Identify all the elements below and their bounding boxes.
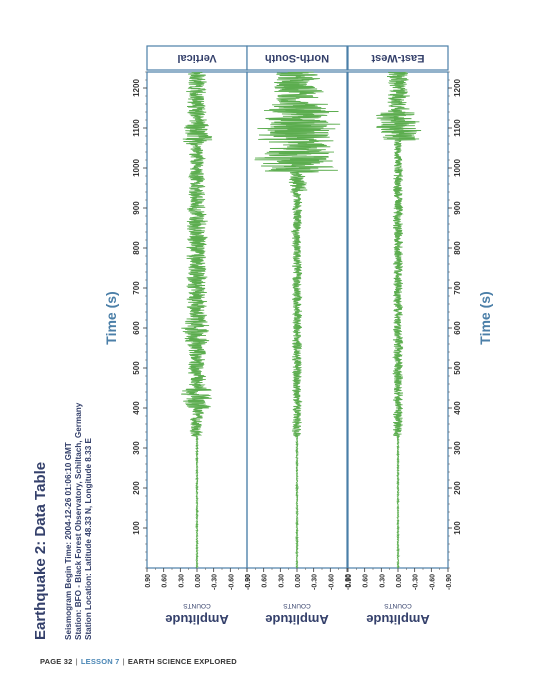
time-tick-label-right: 300 — [453, 441, 462, 455]
amplitude-unit-label: COUNTS — [183, 602, 211, 609]
time-tick-label-left: 100 — [132, 521, 141, 535]
amplitude-tick-label: -0.60 — [228, 574, 235, 590]
amplitude-tick-label: 0.30 — [178, 574, 185, 588]
amplitude-tick-label: 0.60 — [262, 574, 269, 588]
time-tick-label-left: 600 — [132, 321, 141, 335]
panel-header — [347, 45, 449, 71]
time-tick-label-right: 100 — [453, 521, 462, 535]
amplitude-tick-label: -0.60 — [328, 574, 335, 590]
time-tick-label-right: 800 — [453, 241, 462, 255]
time-tick-label-right: 1200 — [453, 79, 462, 97]
time-axis-label-left: Time (s) — [103, 291, 119, 344]
time-tick-label-right: 500 — [453, 361, 462, 375]
time-tick-label-left: 500 — [132, 361, 141, 375]
amplitude-unit-label: COUNTS — [283, 602, 311, 609]
amplitude-tick-label: -0.30 — [312, 574, 319, 590]
amplitude-tick-label: 0.90 — [346, 574, 353, 588]
time-tick-label-left: 300 — [132, 441, 141, 455]
amplitude-unit-label: COUNTS — [384, 602, 412, 609]
footer-book-title: EARTH SCIENCE EXPLORED — [127, 657, 237, 666]
amplitude-tick-label: 0.30 — [278, 574, 285, 588]
amplitude-tick-label: 0.00 — [396, 574, 403, 588]
panel-title: East-West — [371, 52, 424, 64]
amplitude-tick-label: 0.60 — [162, 574, 169, 588]
amplitude-tick-label: -0.60 — [429, 574, 436, 590]
time-tick-label-right: 1000 — [453, 159, 462, 177]
amplitude-tick-label: 0.00 — [195, 574, 202, 588]
panel-header — [246, 45, 348, 71]
seismogram-trace — [376, 71, 422, 569]
footer-page-number: PAGE 32 — [40, 657, 73, 666]
seismogram-trace — [254, 71, 341, 569]
time-tick-label-right: 600 — [453, 321, 462, 335]
amplitude-tick-label: 0.60 — [363, 574, 370, 588]
time-tick-label-left: 800 — [132, 241, 141, 255]
amplitude-tick-label: -0.30 — [212, 574, 219, 590]
time-tick-label-right: 1100 — [453, 119, 462, 137]
panel-title: Vertical — [177, 52, 216, 64]
time-tick-label-left: 400 — [132, 401, 141, 415]
amplitude-tick-label: -0.30 — [413, 574, 420, 590]
footer-lesson: LESSON 7 — [80, 657, 120, 666]
amplitude-axis-label: Amplitude — [265, 612, 329, 627]
amplitude-tick-label: -0.90 — [245, 574, 252, 590]
time-tick-label-right: 400 — [453, 401, 462, 415]
time-tick-label-right: 200 — [453, 481, 462, 495]
time-tick-label-left: 1000 — [132, 159, 141, 177]
amplitude-tick-label: 0.30 — [379, 574, 386, 588]
amplitude-tick-label: 0.90 — [145, 574, 152, 588]
seismogram-trace — [181, 71, 213, 569]
time-tick-label-left: 700 — [132, 281, 141, 295]
time-tick-label-left: 900 — [132, 201, 141, 215]
time-tick-label-right: 900 — [453, 201, 462, 215]
amplitude-tick-label: 0.90 — [245, 574, 252, 588]
amplitude-tick-label: -0.90 — [446, 574, 453, 590]
amplitude-axis-label: Amplitude — [366, 612, 430, 627]
time-tick-label-left: 200 — [132, 481, 141, 495]
amplitude-axis-label: Amplitude — [165, 612, 229, 627]
amplitude-tick-label: 0.00 — [295, 574, 302, 588]
time-axis-label-right: Time (s) — [477, 291, 493, 344]
page-footer: PAGE 32 | LESSON 7 | EARTH SCIENCE EXPLORED — [40, 657, 237, 666]
panel-header — [146, 45, 248, 71]
time-tick-label-left: 1200 — [132, 79, 141, 97]
time-tick-label-left: 1100 — [132, 119, 141, 137]
time-tick-label-right: 700 — [453, 281, 462, 295]
amplitude-tick-label: -0.90 — [345, 574, 352, 590]
panel-title: North-South — [265, 52, 329, 64]
